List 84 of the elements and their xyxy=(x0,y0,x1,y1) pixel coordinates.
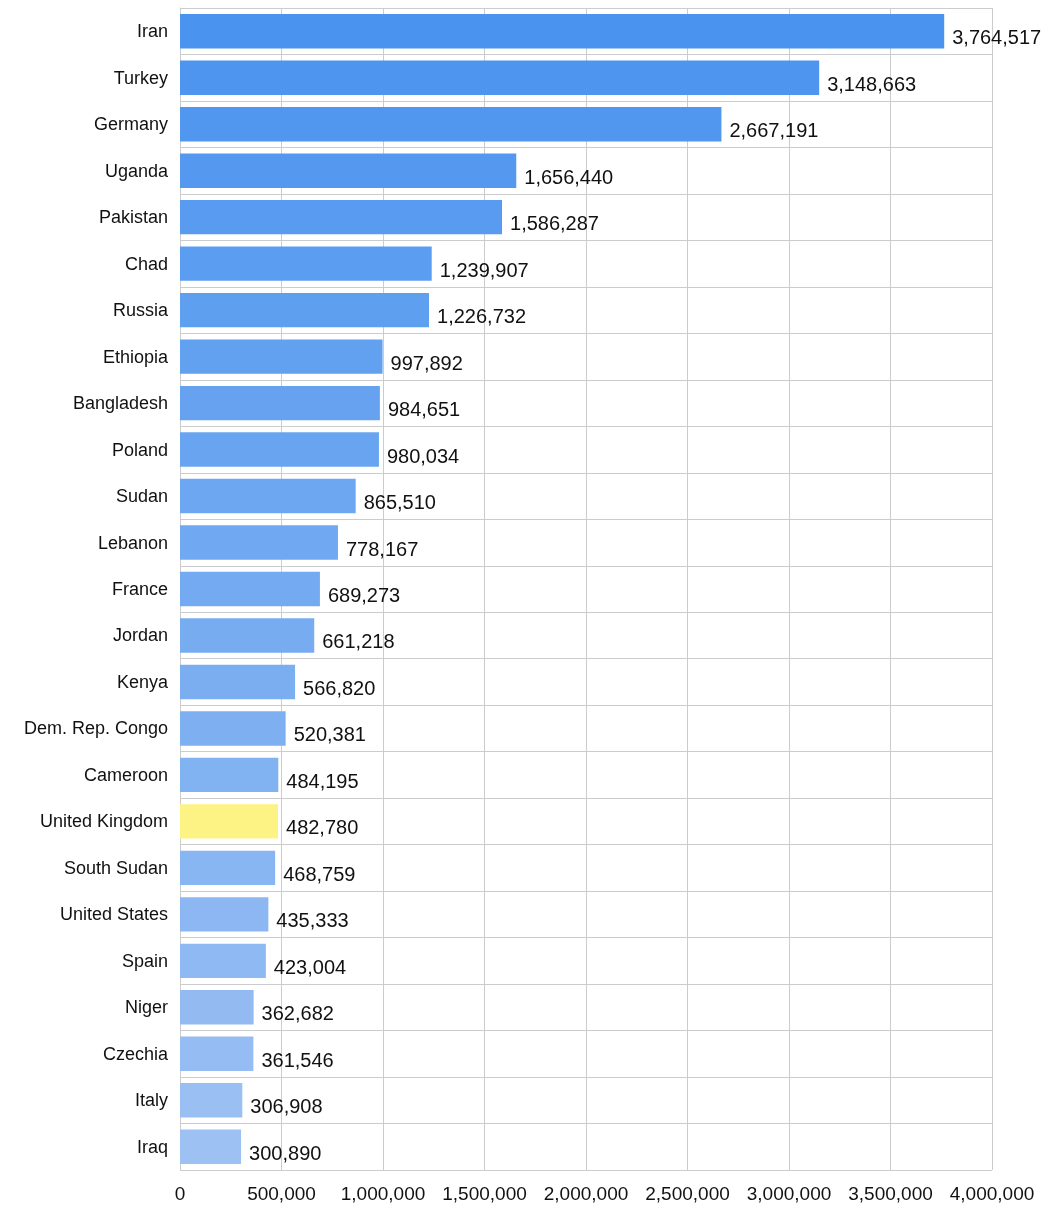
x-tick-label: 3,000,000 xyxy=(746,1183,832,1204)
bar xyxy=(180,60,820,95)
bar xyxy=(180,292,430,328)
y-tick-label: Uganda xyxy=(104,160,169,181)
y-tick-label: Spain xyxy=(121,950,168,971)
data-label: 778,167 xyxy=(345,537,419,560)
y-tick-label: Russia xyxy=(112,300,169,321)
y-tick-label: Germany xyxy=(93,114,168,135)
y-tick-label: France xyxy=(111,579,168,599)
bar xyxy=(180,339,383,374)
data-label: 361,546 xyxy=(261,1048,334,1071)
bar xyxy=(180,943,266,979)
y-tick-label: Czechia xyxy=(102,1043,169,1064)
bar xyxy=(180,664,296,700)
data-label: 3,148,663 xyxy=(827,72,917,95)
data-label: 865,510 xyxy=(363,491,436,514)
bar xyxy=(180,107,722,142)
y-tick-label: Italy xyxy=(134,1090,168,1111)
y-tick-label: Bangladesh xyxy=(72,393,168,414)
data-label: 984,651 xyxy=(387,398,461,421)
y-tick-label: Kenya xyxy=(116,671,169,692)
y-tick-label: Pakistan xyxy=(98,207,168,228)
y-tick-label: Cameroon xyxy=(83,764,168,785)
data-label: 1,239,907 xyxy=(439,258,529,281)
bar xyxy=(180,850,276,886)
x-tick-label: 2,000,000 xyxy=(543,1183,629,1204)
data-label: 566,820 xyxy=(303,676,376,699)
bar xyxy=(180,153,517,188)
data-label: 362,682 xyxy=(261,1002,334,1025)
bar xyxy=(180,385,380,421)
x-tick-label: 4,000,000 xyxy=(949,1183,1035,1204)
data-label: 484,195 xyxy=(286,769,359,792)
data-label: 300,890 xyxy=(249,1141,322,1164)
data-label: 423,004 xyxy=(273,955,347,978)
data-label: 306,908 xyxy=(250,1095,323,1118)
x-tick-label: 2,500,000 xyxy=(645,1183,730,1204)
data-label: 1,226,732 xyxy=(437,305,527,328)
y-tick-label: South Sudan xyxy=(63,857,168,878)
y-tick-label: Ethiopia xyxy=(102,346,169,367)
bar xyxy=(180,1129,242,1164)
bar xyxy=(180,1083,243,1118)
data-label: 1,656,440 xyxy=(524,165,614,188)
bar xyxy=(180,804,278,839)
data-label: 661,218 xyxy=(322,630,395,653)
data-label: 435,333 xyxy=(276,909,349,932)
bar xyxy=(180,1036,254,1071)
bar xyxy=(180,897,269,932)
bar xyxy=(180,432,379,467)
y-tick-label: Turkey xyxy=(113,67,168,88)
y-tick-label: United Kingdom xyxy=(39,811,168,832)
y-tick-label: Jordan xyxy=(112,625,168,646)
y-tick-label: Chad xyxy=(124,253,168,274)
y-tick-label: Niger xyxy=(124,997,168,1018)
bar xyxy=(180,14,945,49)
data-label: 482,780 xyxy=(286,816,359,839)
data-label: 3,764,517 xyxy=(952,26,1042,49)
data-label: 980,034 xyxy=(386,444,460,467)
y-tick-label: Lebanon xyxy=(97,532,168,553)
bar xyxy=(180,246,432,281)
data-label: 2,667,191 xyxy=(729,119,819,142)
y-tick-label: United States xyxy=(59,904,168,925)
y-tick-label: Iraq xyxy=(136,1136,168,1157)
x-tick-label: 1,500,000 xyxy=(442,1183,527,1204)
data-label: 468,759 xyxy=(283,862,356,885)
data-label: 520,381 xyxy=(293,723,366,746)
y-tick-label: Sudan xyxy=(115,486,168,507)
y-tick-label: Poland xyxy=(111,439,168,460)
bar xyxy=(180,618,315,653)
x-tick-label: 3,500,000 xyxy=(848,1183,933,1204)
data-label: 689,273 xyxy=(327,584,401,606)
bar xyxy=(180,478,356,514)
data-label: 997,892 xyxy=(390,351,463,374)
y-tick-label: Iran xyxy=(136,21,168,42)
data-label: 1,586,287 xyxy=(510,212,599,235)
bar xyxy=(180,711,286,746)
bar xyxy=(180,199,503,235)
bar xyxy=(180,990,254,1025)
x-tick-label: 0 xyxy=(174,1183,186,1204)
x-tick-label: 1,000,000 xyxy=(340,1183,426,1204)
bar xyxy=(180,525,338,560)
y-tick-label: Dem. Rep. Congo xyxy=(23,718,168,739)
bar xyxy=(180,757,279,793)
bar xyxy=(180,571,320,607)
x-tick-label: 500,000 xyxy=(247,1183,316,1204)
